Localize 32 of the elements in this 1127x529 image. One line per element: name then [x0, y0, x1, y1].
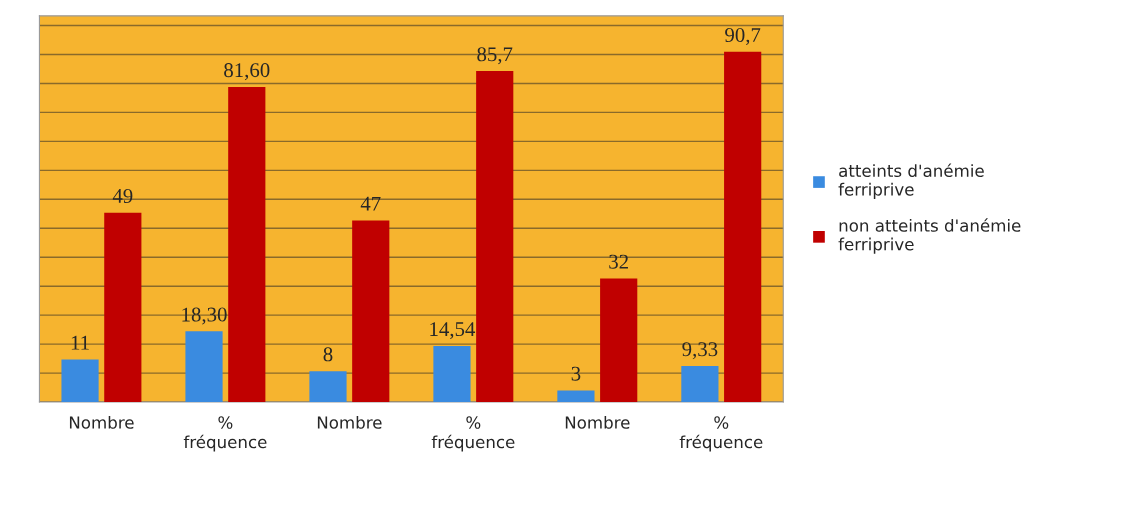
data-label: 3 — [571, 366, 581, 381]
data-label: 49 — [112, 189, 133, 204]
bar — [61, 359, 99, 403]
data-label: 18,30 — [182, 307, 227, 325]
legend-label: non atteints d'anémie ferriprive — [838, 218, 1021, 254]
bar — [433, 345, 471, 403]
data-label: 8 — [323, 347, 333, 362]
bar — [352, 220, 390, 403]
bar — [185, 331, 223, 403]
x-tick-label: Nombre — [565, 415, 630, 429]
data-label: 90,7 — [725, 27, 761, 45]
data-label: 81,60 — [224, 63, 270, 81]
data-label: 85,7 — [477, 47, 513, 65]
x-tick-label: Nombre — [69, 415, 134, 429]
data-label: 11 — [71, 335, 89, 350]
bar — [104, 212, 142, 403]
data-label: 47 — [360, 196, 381, 211]
bar — [309, 371, 347, 403]
bar — [681, 366, 719, 403]
bar — [557, 390, 595, 403]
x-tick-label: Nombre — [317, 415, 382, 429]
x-tick-label: % fréquence — [431, 416, 515, 452]
bar — [600, 278, 638, 403]
data-label: 9,33 — [682, 342, 718, 360]
legend-label: atteints d'anémie ferriprive — [838, 163, 984, 199]
bar — [228, 86, 266, 403]
x-tick-label: % fréquence — [679, 416, 763, 452]
bar — [724, 51, 762, 403]
data-label: 14,54 — [430, 322, 476, 340]
bar — [476, 71, 514, 403]
data-label: 32 — [609, 254, 628, 269]
x-tick-label: % fréquence — [183, 416, 267, 452]
